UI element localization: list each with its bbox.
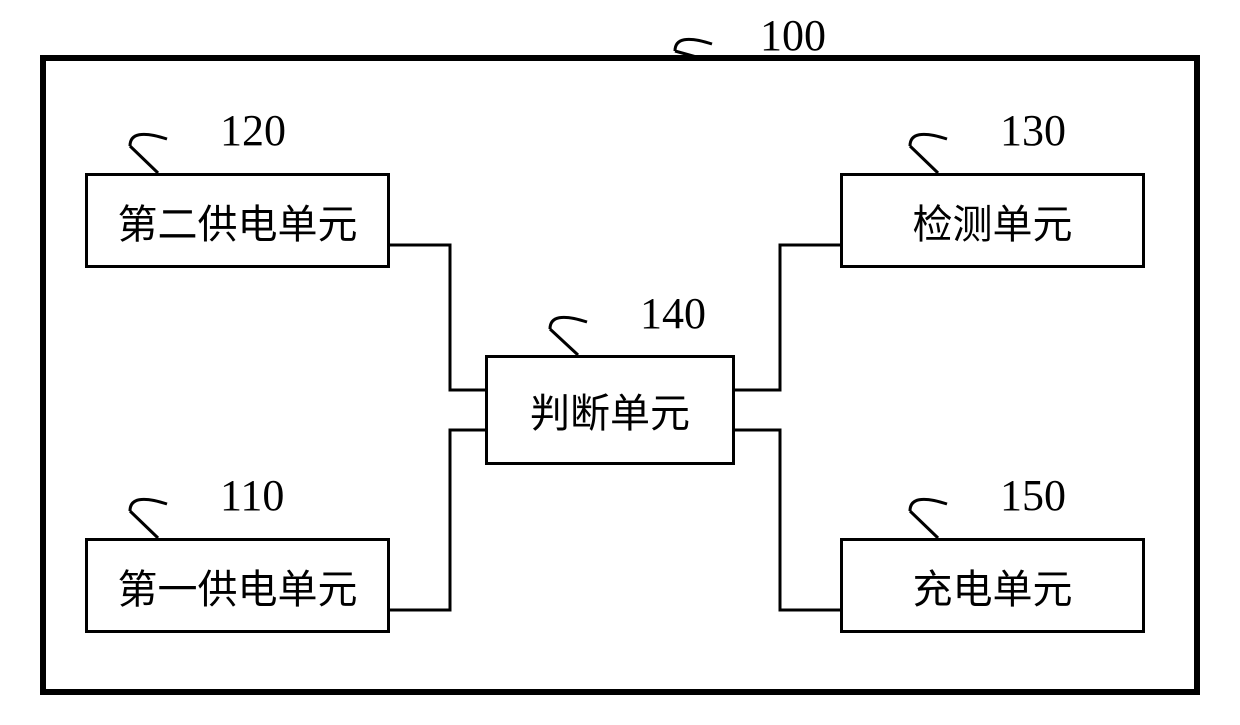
block-charging-unit: 充电单元 <box>840 538 1145 633</box>
ref-label-140: 140 <box>640 288 706 339</box>
block-label: 检测单元 <box>913 192 1073 250</box>
ref-label-110: 110 <box>220 470 284 521</box>
ref-label-120: 120 <box>220 105 286 156</box>
block-label: 充电单元 <box>913 557 1073 615</box>
block-judgment-unit: 判断单元 <box>485 355 735 465</box>
block-label: 第二供电单元 <box>118 192 358 250</box>
ref-label-100: 100 <box>760 10 826 61</box>
block-first-power-supply-unit: 第一供电单元 <box>85 538 390 633</box>
ref-label-150: 150 <box>1000 470 1066 521</box>
block-label: 第一供电单元 <box>118 557 358 615</box>
block-detection-unit: 检测单元 <box>840 173 1145 268</box>
ref-label-130: 130 <box>1000 105 1066 156</box>
block-label: 判断单元 <box>530 381 690 439</box>
block-second-power-supply-unit: 第二供电单元 <box>85 173 390 268</box>
diagram-canvas: 第二供电单元 检测单元 判断单元 第一供电单元 充电单元 100 120 130… <box>0 0 1240 725</box>
